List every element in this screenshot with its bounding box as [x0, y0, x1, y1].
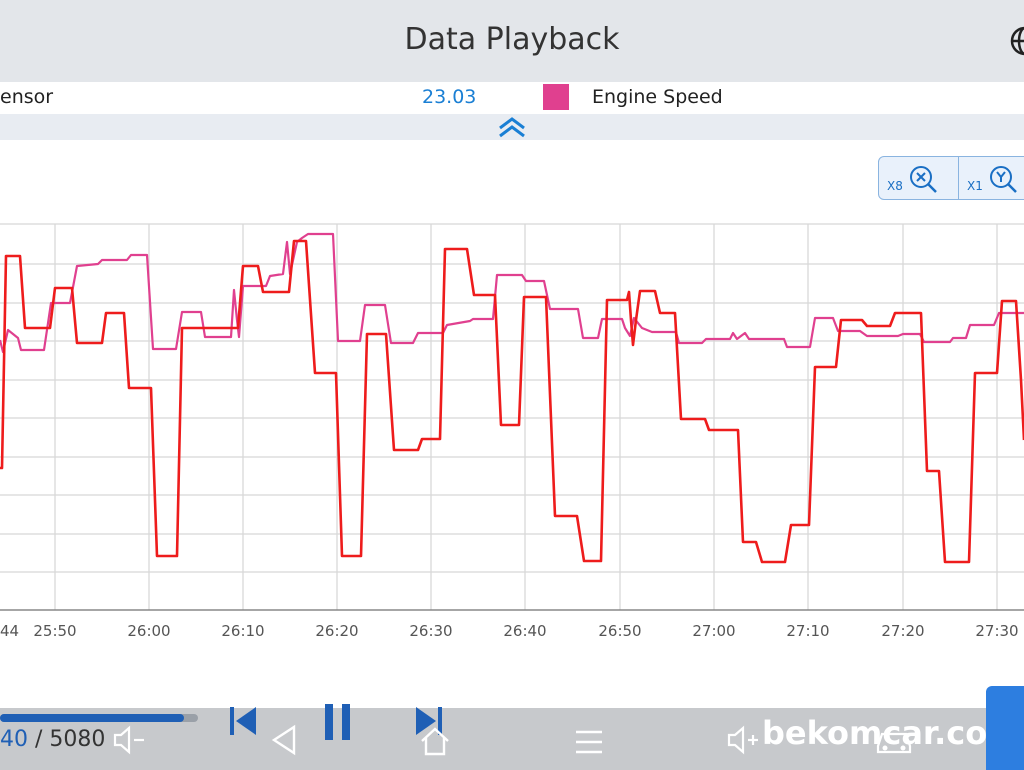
skip-next-icon[interactable] — [414, 705, 444, 737]
series-color-swatch — [543, 84, 569, 110]
series-line-pink — [0, 232, 1024, 354]
series-line-red — [0, 239, 1024, 564]
pause-icon[interactable] — [322, 702, 354, 742]
x-tick-label: 27:10 — [786, 622, 829, 640]
frame-counter: 40 / 5080 — [0, 727, 105, 752]
page-title: Data Playback — [404, 22, 620, 57]
chart-grid — [0, 223, 1024, 611]
watermark: bekomcar.com — [762, 714, 1021, 752]
zoom-y-label: X1 — [967, 179, 983, 193]
zoom-y-button[interactable]: X1 — [958, 157, 1024, 199]
zoom-x-label: X8 — [887, 179, 903, 193]
series-label: Engine Speed — [592, 86, 723, 108]
side-action-button[interactable] — [986, 686, 1024, 770]
collapse-bar[interactable] — [0, 114, 1024, 140]
legend-row: ensor 23.03 Engine Speed — [0, 82, 1024, 114]
zoom-x-icon — [910, 166, 937, 193]
volume-down-icon[interactable] — [112, 725, 148, 755]
menu-icon[interactable] — [574, 728, 604, 756]
skip-previous-icon[interactable] — [228, 705, 258, 737]
x-tick-label: 44 — [0, 622, 19, 640]
x-tick-label: 26:30 — [409, 622, 452, 640]
current-frame: 40 — [0, 727, 28, 752]
frame-separator: / — [35, 727, 43, 752]
progress-fill — [0, 714, 185, 722]
chevron-double-up-icon[interactable] — [496, 116, 528, 138]
home-icon[interactable] — [420, 725, 450, 757]
globe-icon[interactable] — [1008, 24, 1024, 58]
zoom-controls: X8 X1 — [878, 156, 1024, 200]
x-tick-label: 26:10 — [221, 622, 264, 640]
volume-up-icon[interactable] — [726, 725, 762, 755]
x-tick-label: 26:00 — [127, 622, 170, 640]
line-chart[interactable]: 44 25:50 26:00 26:10 26:20 26:30 26:40 26:50 27:… — [0, 222, 1024, 647]
x-tick-label: 27:20 — [881, 622, 924, 640]
x-tick-label: 25:50 — [33, 622, 76, 640]
vehicle-icon[interactable] — [874, 724, 914, 756]
total-frames: 5080 — [49, 727, 106, 752]
sensor-label: ensor — [0, 86, 54, 108]
zoom-y-icon — [990, 166, 1017, 193]
x-tick-label: 27:30 — [975, 622, 1018, 640]
x-tick-label: 27:00 — [692, 622, 735, 640]
sensor-value: 23.03 — [422, 86, 477, 108]
chart-x-ticks: 44 25:50 26:00 26:10 26:20 26:30 26:40 26:50 27:… — [0, 622, 1019, 640]
chart-series-layer — [0, 232, 1024, 564]
title-bar: Data Playback — [0, 0, 1024, 82]
x-tick-label: 26:40 — [503, 622, 546, 640]
zoom-x-button[interactable]: X8 — [879, 157, 958, 199]
back-icon[interactable] — [270, 724, 300, 756]
x-tick-label: 26:20 — [315, 622, 358, 640]
x-tick-label: 26:50 — [598, 622, 641, 640]
